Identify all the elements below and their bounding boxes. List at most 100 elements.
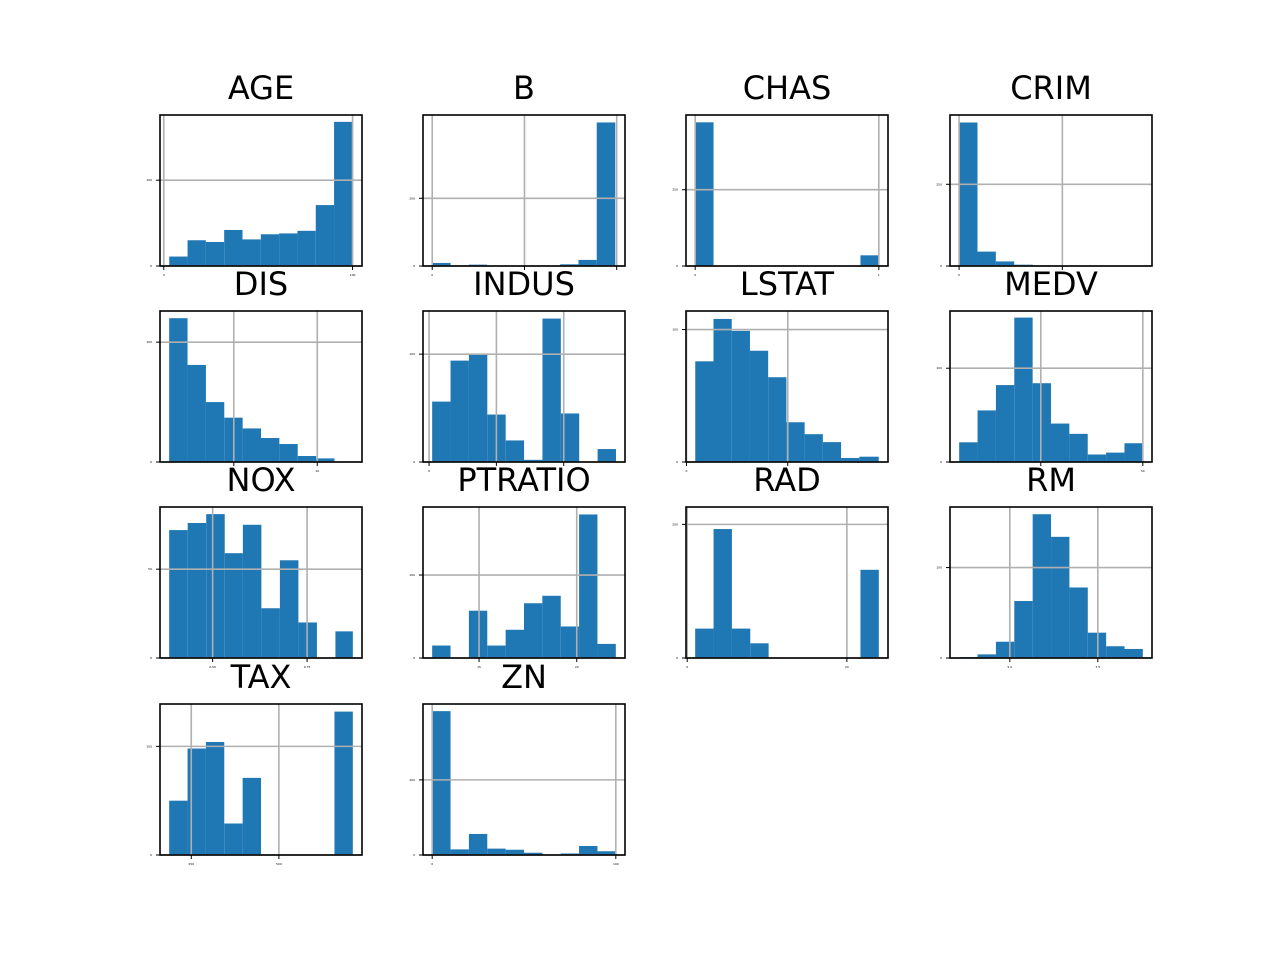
axes-frame xyxy=(422,310,626,463)
subplot-tax: 250 500 0 100 TAX xyxy=(146,658,363,866)
axes-frame xyxy=(159,703,363,856)
bar xyxy=(524,459,543,462)
y-tick-label: 100 xyxy=(146,178,152,182)
y-tick-label: 0 xyxy=(940,264,942,268)
bar xyxy=(316,458,335,462)
axes-frame xyxy=(949,114,1153,267)
bar xyxy=(597,643,616,658)
axes-frame xyxy=(159,506,363,659)
bar xyxy=(261,438,280,462)
bar xyxy=(1032,514,1052,658)
bar xyxy=(1069,433,1088,462)
bar xyxy=(187,522,207,658)
bar xyxy=(335,631,353,658)
x-tick-label: 100 xyxy=(613,862,619,866)
x-tick-label: 15 xyxy=(477,665,481,669)
bar xyxy=(695,361,714,462)
bars-ptratio xyxy=(432,514,616,658)
subplot-ptratio: 15 20 0 100 PTRATIO xyxy=(409,461,626,669)
bar xyxy=(1014,601,1033,658)
axes-frame xyxy=(685,310,889,463)
bar xyxy=(1106,646,1125,658)
y-tick-label: 100 xyxy=(672,328,678,332)
subplot-rm: 5.0 7.5 0 100 RM xyxy=(936,461,1153,669)
bars-lstat xyxy=(695,318,879,462)
bar xyxy=(1069,587,1088,658)
subplot-indus: 0 0 100 INDUS xyxy=(409,265,626,473)
bar xyxy=(334,121,353,266)
bar xyxy=(334,711,353,855)
bar xyxy=(977,654,996,658)
x-tick-label: 5.0 xyxy=(1007,665,1012,669)
x-tick-label: 0 xyxy=(694,273,696,277)
bar xyxy=(1124,443,1143,462)
subplot-title-crim: CRIM xyxy=(1010,69,1092,107)
axes-frame xyxy=(949,310,1153,463)
bar xyxy=(959,442,978,462)
bar xyxy=(205,241,225,266)
bar xyxy=(169,800,188,855)
bar xyxy=(959,122,978,267)
subplot-title-chas: CHAS xyxy=(743,69,832,107)
bar xyxy=(505,849,524,855)
subplot-title-rad: RAD xyxy=(753,461,820,499)
y-tick-label: 200 xyxy=(672,522,678,526)
bar xyxy=(242,524,262,658)
bar xyxy=(1014,317,1033,462)
bar xyxy=(822,442,842,462)
bar xyxy=(977,251,996,266)
y-tick-label: 0 xyxy=(150,460,152,464)
bar xyxy=(1051,423,1070,462)
bar xyxy=(487,848,506,855)
y-tick-label: 0 xyxy=(413,264,415,268)
bar xyxy=(695,122,714,266)
bar xyxy=(731,330,750,462)
bar xyxy=(596,122,616,266)
subplot-title-ptratio: PTRATIO xyxy=(457,461,590,499)
bar xyxy=(1106,452,1125,462)
bar xyxy=(995,385,1015,462)
bar xyxy=(768,377,787,462)
bar xyxy=(542,595,561,658)
bar xyxy=(432,645,451,658)
bar xyxy=(713,529,732,658)
x-tick-label: 250 xyxy=(188,862,194,866)
bar xyxy=(750,643,769,658)
bar xyxy=(432,262,451,266)
bar xyxy=(279,233,298,266)
subplot-nox: 0.50 0.75 0 50 NOX xyxy=(148,461,363,669)
bars-chas xyxy=(695,122,879,266)
bar xyxy=(169,318,188,462)
subplot-title-zn: ZN xyxy=(501,658,547,696)
bar xyxy=(1032,383,1051,462)
bar xyxy=(597,851,616,855)
axes-frame xyxy=(159,114,363,267)
bar xyxy=(224,823,243,855)
subplot-crim: 0 0 250 CRIM xyxy=(936,69,1153,277)
subplot-medv: 50 0 100 MEDV xyxy=(936,265,1153,473)
bar xyxy=(695,628,714,658)
axes-frame xyxy=(685,506,889,659)
bar xyxy=(977,410,996,462)
bar xyxy=(505,440,525,462)
x-tick-label: 100 xyxy=(350,273,356,277)
bar xyxy=(432,401,451,462)
bar xyxy=(804,434,823,462)
bar xyxy=(1087,454,1107,462)
y-tick-label: 50 xyxy=(148,567,152,571)
bar xyxy=(297,456,317,462)
bar xyxy=(1124,648,1143,658)
x-tick-label: 0 xyxy=(428,469,430,473)
bar xyxy=(169,530,188,658)
bar xyxy=(579,514,598,658)
bar xyxy=(786,422,805,462)
subplot-title-indus: INDUS xyxy=(473,265,575,303)
x-tick-label: 0 xyxy=(686,665,688,669)
axes-frame xyxy=(949,506,1153,659)
bar xyxy=(597,449,616,462)
x-tick-label: 10 xyxy=(315,469,319,473)
bar xyxy=(1051,536,1070,658)
